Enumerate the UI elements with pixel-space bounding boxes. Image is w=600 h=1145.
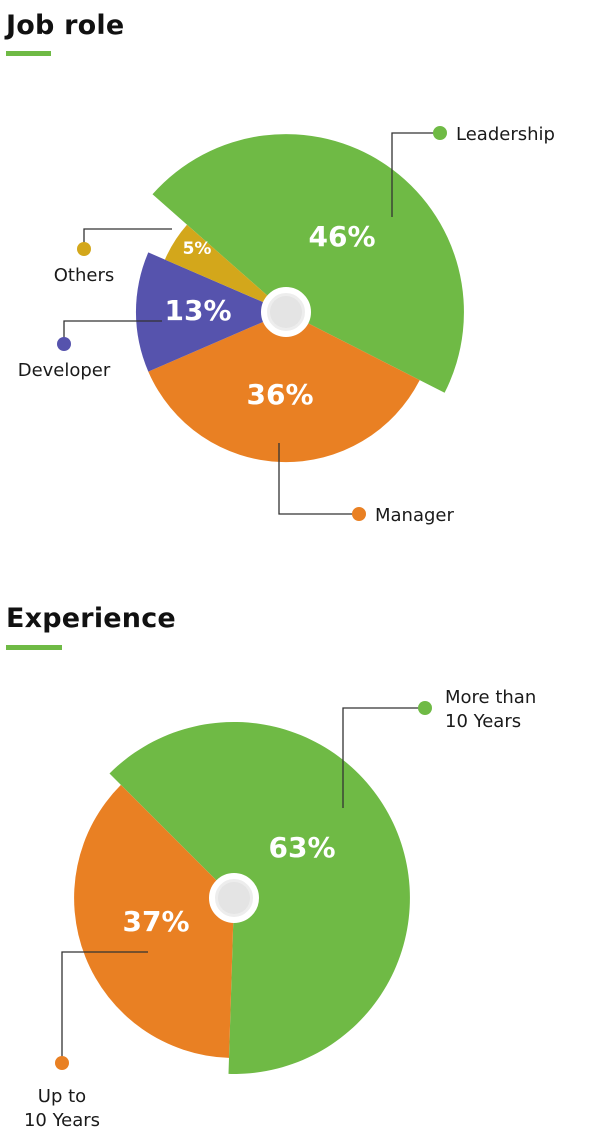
legend-label-others: Others [54,265,115,286]
legend-label-developer: Developer [18,360,111,381]
data-label-more-than-10-years: 63% [268,831,335,864]
legend-label-manager: Manager [375,505,454,526]
legend-dot-others [77,242,91,256]
slice-up-to-10-years [74,784,234,1058]
legend-label-more-than-10-years-line-2: 10 Years [445,711,521,732]
data-label-manager: 36% [246,378,313,411]
legend-dot-more-than-10-years [418,701,432,715]
data-label-developer: 13% [164,294,231,327]
data-label-others: 5% [183,239,212,259]
legend-label-more-than-10-years-line-1: More than [445,687,536,708]
callout-line-more-than-10-years [342,707,425,808]
job-role-title-underline [6,51,51,56]
slice-manager [148,312,420,463]
callout-line-developer [63,320,162,344]
legend-label-up-to-10-years-line-2: 10 Years [24,1110,100,1131]
legend-dot-up-to-10-years [55,1056,69,1070]
job-role-pie-chart: 46% 36% 13% 5% Leadership Manager Developer Oth… [18,124,555,526]
legend-dot-leadership [433,126,447,140]
data-label-up-to-10-years: 37% [122,905,189,938]
job-role-title: Job role [6,10,125,41]
legend-label-up-to-10-years-line-1: Up to [38,1086,86,1107]
slice-leadership [152,134,464,393]
slice-developer [135,252,286,372]
center-hub-inner [270,296,302,328]
center-hub-inner [218,882,250,914]
experience-title-underline [6,645,62,650]
slice-more-than-10-years [109,721,410,1074]
data-label-leadership: 46% [308,220,375,253]
legend-label-leadership: Leadership [456,124,555,145]
legend-dot-developer [57,337,71,351]
callout-line-up-to-10-years [61,951,148,1063]
callout-line-leadership [391,132,440,217]
experience-title: Experience [6,603,176,634]
legend-dot-manager [352,507,366,521]
callout-line-manager [278,443,359,515]
slice-others [164,224,286,312]
